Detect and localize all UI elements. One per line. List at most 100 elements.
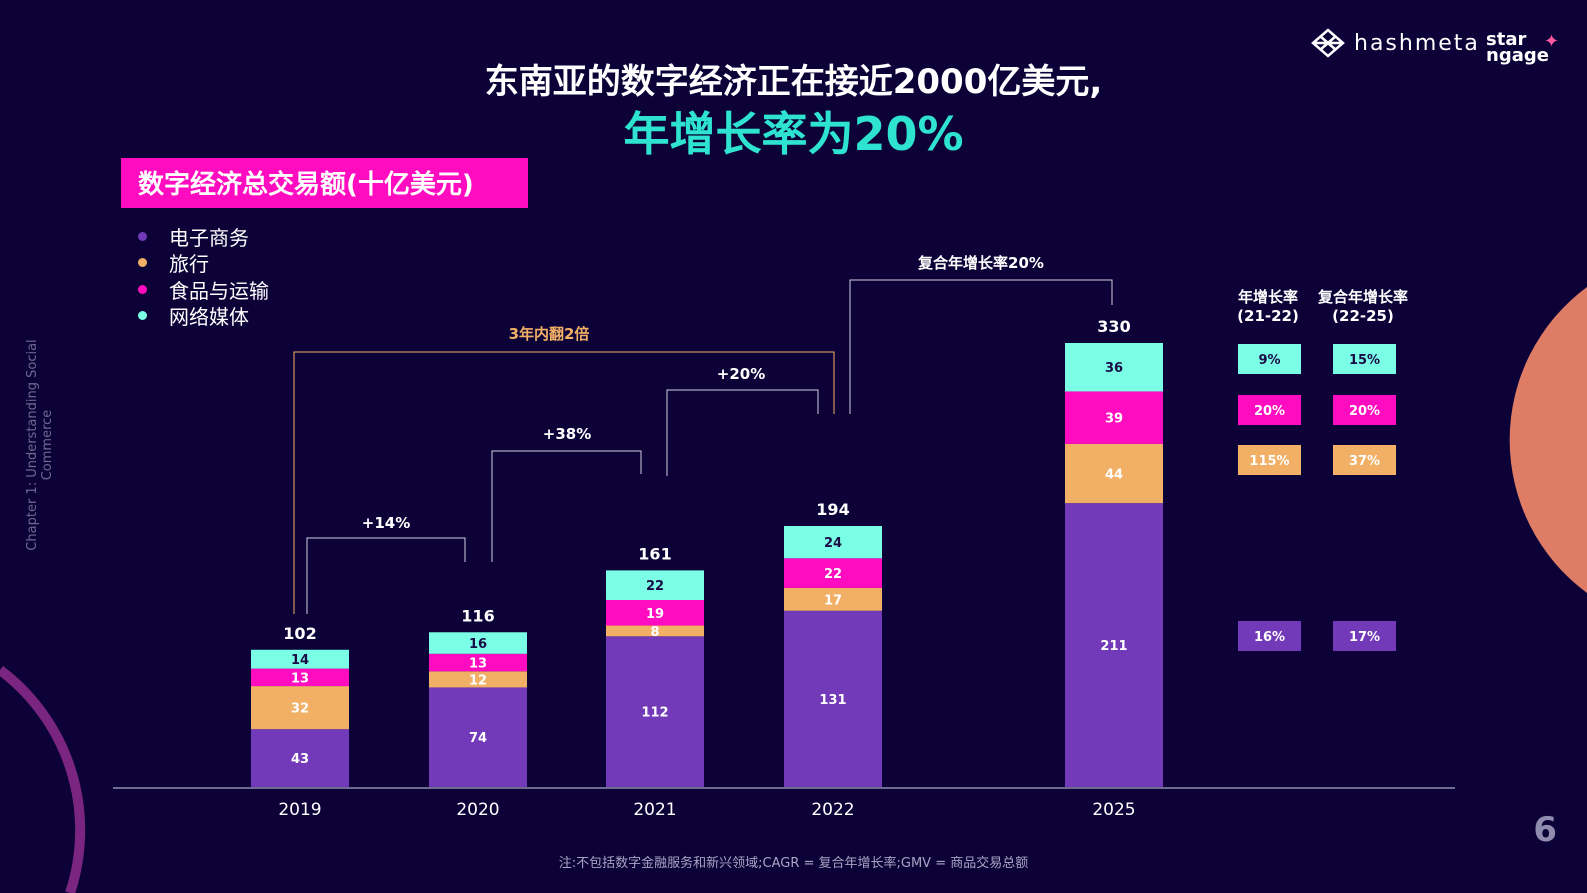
bar-segment [251,668,349,687]
bar-segment [429,632,527,654]
legend-dot [138,285,147,294]
bar-segment [429,687,527,787]
bar-value-label: 112 [641,706,668,721]
table-header-yoy: 年增长率 [1238,288,1298,306]
legend-label: 网络媒体 [169,305,249,329]
bar-segment [606,625,704,637]
bar-total-label: 116 [461,606,494,625]
bar-segment [251,686,349,730]
bar-value-label: 17 [824,593,842,608]
bar-segment [429,653,527,672]
growth-cell-value: 37% [1349,454,1380,469]
bar-value-label: 44 [1105,468,1123,483]
legend-item-food: 食品与运输 [138,275,269,304]
chart-title-box [121,158,528,208]
bar-value-label: 13 [291,671,309,686]
bar-value-label: 13 [469,657,487,672]
starngage-logo-text: star ngage [1486,29,1549,66]
bar-value-label: 74 [469,731,487,746]
growth-cell [1333,621,1396,651]
legend-item-media: 网络媒体 [138,301,249,330]
growth-cell-value: 9% [1258,353,1280,368]
bracket-double [293,351,835,614]
bar-segment [784,525,882,559]
growth-cell [1238,344,1301,374]
legend-label: 电子商务 [169,226,249,250]
growth-cell [1238,395,1301,425]
bar-value-label: 8 [650,625,659,640]
bar-total-label: 330 [1097,317,1130,336]
hashmeta-logo: hashmeta [1310,28,1480,58]
bar-value-label: 16 [469,637,487,652]
bar-value-label: 19 [646,607,664,622]
title-line-2: 年增长率为20% [623,107,964,161]
legend-item-ecommerce: 电子商务 [138,222,249,251]
bar-value-label: 32 [291,702,309,717]
bar-value-label: 131 [819,693,846,708]
footnote: 注:不包括数字金融服务和新兴领域;CAGR = 复合年增长率;GMV = 商品交… [558,856,1029,871]
bar-segment [1065,343,1163,392]
hashmeta-logo-icon [1311,28,1345,58]
bar-segment [606,570,704,600]
bar-segment [429,671,527,688]
growth-cell-value: 20% [1254,404,1285,419]
growth-cell-value: 20% [1349,404,1380,419]
growth-cell [1333,445,1396,475]
sparkle-icon: ✦ [1544,31,1560,52]
title-line-1: 东南亚的数字经济正在接近2000亿美元, [484,62,1103,102]
legend-label: 旅行 [169,252,209,276]
x-tick-label: 2020 [456,800,499,820]
growth-cell [1238,621,1301,651]
bracket-cagr [849,279,1113,414]
table-header-cagr-range: (22-25) [1332,307,1394,325]
bracket-2021-2022 [666,389,819,476]
x-tick-label: 2025 [1092,800,1135,820]
bracket-2019-2020 [306,537,466,614]
bar-value-label: 12 [469,673,487,688]
bar-total-label: 194 [816,500,849,519]
x-tick-label: 2019 [278,800,321,820]
legend-dot [138,258,147,267]
page-number: 6 [1533,810,1557,850]
growth-cell [1238,445,1301,475]
bar-segment [784,610,882,787]
legend-dot [138,232,147,241]
bar-value-label: 39 [1105,412,1123,427]
annotation-double: 3年内翻2倍 [509,325,590,343]
bar-value-label: 36 [1105,361,1123,376]
bar-value-label: 211 [1100,639,1127,654]
bar-segment [606,599,704,626]
bar-segment [1065,503,1163,787]
bar-segment [606,636,704,787]
legend-label: 食品与运输 [169,279,269,303]
growth-cell [1333,344,1396,374]
bar-value-label: 22 [824,567,842,582]
bar-segment [1065,391,1163,444]
bar-total-label: 102 [283,624,316,643]
annotation-growth-2020: +14% [362,514,410,532]
bar-segment [1065,443,1163,504]
growth-cell-value: 16% [1254,630,1285,645]
annotation-cagr: 复合年增长率20% [917,254,1044,272]
x-tick-label: 2022 [811,800,854,820]
decor-ring [0,665,86,893]
growth-cell-value: 17% [1349,630,1380,645]
bar-value-label: 24 [824,536,842,551]
bar-segment [251,729,349,787]
growth-cell-value: 115% [1249,454,1289,469]
bar-value-label: 43 [291,752,309,767]
bar-segment [251,649,349,669]
bar-value-label: 22 [646,579,664,594]
starngage-logo: star ngage ✦ [1486,29,1559,66]
annotation-growth-2022: +20% [717,365,765,383]
growth-cell [1333,395,1396,425]
table-header-yoy-range: (21-22) [1237,307,1299,325]
bracket-2020-2021 [491,450,642,562]
legend-item-travel: 旅行 [138,248,209,277]
annotation-growth-2021: +38% [543,425,591,443]
hashmeta-logo-text: hashmeta [1354,30,1480,56]
growth-cell-value: 15% [1349,353,1380,368]
decor-circle [1509,287,1587,593]
chart-title: 数字经济总交易额(十亿美元) [138,170,474,200]
